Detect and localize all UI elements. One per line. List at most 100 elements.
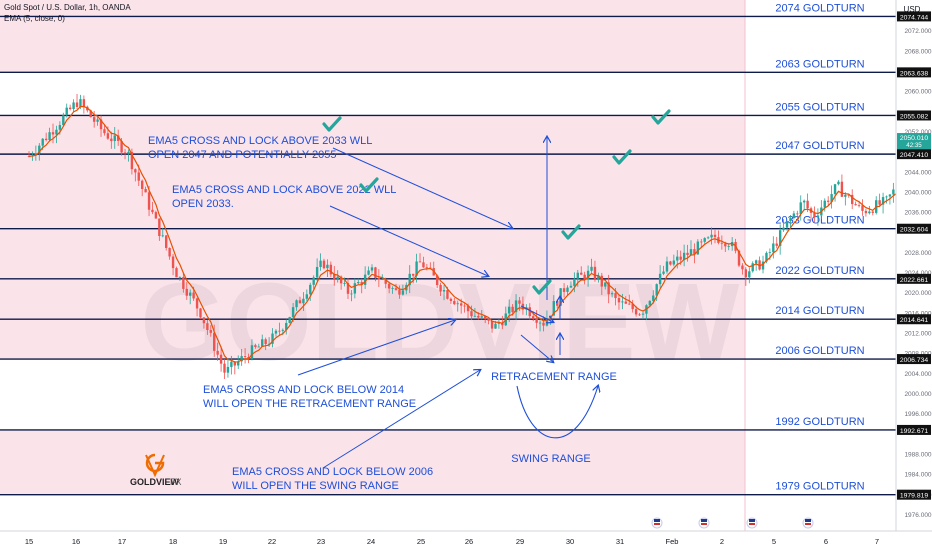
candle-body [641, 313, 645, 315]
candle-body [168, 247, 171, 257]
price-tick: 2024.000 [904, 270, 931, 277]
price-tick: 2072.000 [904, 28, 931, 35]
price-tick: 2044.000 [904, 169, 931, 176]
candle-body [374, 267, 377, 278]
candle-body [302, 298, 305, 304]
level-price-text: 2006.734 [900, 357, 929, 364]
candle-body [233, 361, 236, 366]
candle-body [65, 107, 68, 116]
price-tick: 1996.000 [904, 411, 931, 418]
annotation-text: EMA5 CROSS AND LOCK BELOW 2006 [232, 466, 433, 478]
candle-body [638, 314, 641, 316]
check-icon [532, 279, 552, 295]
candle-body [569, 285, 573, 288]
level-price-text: 2032.604 [900, 227, 929, 234]
candle-body [693, 249, 696, 255]
candle-body [51, 132, 55, 135]
candle-body [597, 275, 600, 280]
candle-body [113, 135, 116, 142]
price-tick: 2016.000 [904, 310, 931, 317]
candle-body [648, 300, 652, 306]
candle-body [720, 242, 724, 244]
price-tick: 2052.000 [904, 129, 931, 136]
annotation-text: WILL OPEN THE SWING RANGE [232, 480, 399, 492]
candle-body [391, 288, 394, 289]
candle-body [257, 346, 261, 348]
candle-body [868, 211, 871, 214]
level-price-tag [897, 149, 931, 160]
candle-body [501, 323, 504, 326]
currency-label: USD [904, 5, 921, 14]
candle-body [226, 366, 230, 373]
candle-body [189, 292, 192, 296]
candle-body [754, 260, 758, 264]
candle-body [240, 356, 243, 362]
level-price-text: 2022.661 [900, 277, 929, 284]
level-price-tag [897, 223, 931, 234]
candle-body [274, 330, 278, 334]
candle-body [415, 261, 418, 276]
candle-body [456, 303, 459, 305]
candle-body [44, 138, 48, 140]
candle-body [82, 99, 86, 107]
candle-body [110, 138, 113, 142]
candle-body [250, 345, 254, 359]
candle-body [449, 298, 453, 301]
candle-body [435, 275, 439, 286]
candle-body [161, 235, 164, 237]
candle-body [55, 129, 58, 135]
annotation-arrow [322, 370, 480, 469]
candle-body [689, 249, 693, 255]
candle-body [154, 212, 158, 219]
candle-body [857, 205, 861, 207]
candle-body [206, 323, 209, 331]
candle-body [851, 194, 854, 205]
candle-body [600, 275, 604, 287]
price-zone [0, 429, 745, 495]
candle-body [861, 205, 864, 211]
event-flag-icon [701, 523, 707, 525]
candle-body [171, 256, 175, 269]
candle-body [676, 256, 679, 261]
candle-body [79, 99, 82, 107]
candle-body [68, 107, 72, 110]
candle-body [535, 318, 538, 323]
level-label: 2006 GOLDTURN [775, 345, 864, 357]
annotation-arrow [520, 334, 553, 362]
candle-body [158, 218, 161, 237]
candle-body [195, 298, 199, 309]
candle-body [99, 119, 103, 130]
candle-body [840, 181, 844, 197]
candle-body [775, 243, 778, 246]
candle-body [92, 117, 96, 122]
candle-body [789, 218, 792, 222]
candle-body [281, 329, 285, 331]
candle-body [610, 293, 614, 295]
candle-body [127, 151, 130, 153]
candle-body [96, 119, 99, 122]
level-price-tag [897, 354, 931, 365]
price-tick: 2012.000 [904, 331, 931, 338]
candle-body [398, 289, 401, 295]
candle-body [381, 279, 384, 280]
annotation-text: OPEN 2033. [172, 198, 234, 210]
candle-body [703, 238, 706, 242]
annotation-text: OPEN 2047 AND POTENTIALLY 2055 [148, 149, 337, 161]
candle-body [295, 300, 298, 308]
candle-body [291, 307, 295, 318]
time-tick: Feb [666, 537, 679, 546]
candle-body [538, 322, 542, 324]
price-tick: 2004.000 [904, 371, 931, 378]
candle-body [556, 301, 559, 306]
candle-body [439, 285, 442, 292]
candle-body [367, 270, 370, 275]
candle-body [823, 200, 826, 208]
time-tick: 19 [219, 537, 227, 546]
candle-body [254, 345, 257, 347]
candle-body [844, 194, 847, 197]
candle-body [408, 273, 411, 286]
annotation-text: EMA5 CROSS AND LOCK ABOVE 2033 WLL [148, 135, 372, 147]
check-icon [322, 116, 342, 132]
check-icon [359, 177, 379, 193]
